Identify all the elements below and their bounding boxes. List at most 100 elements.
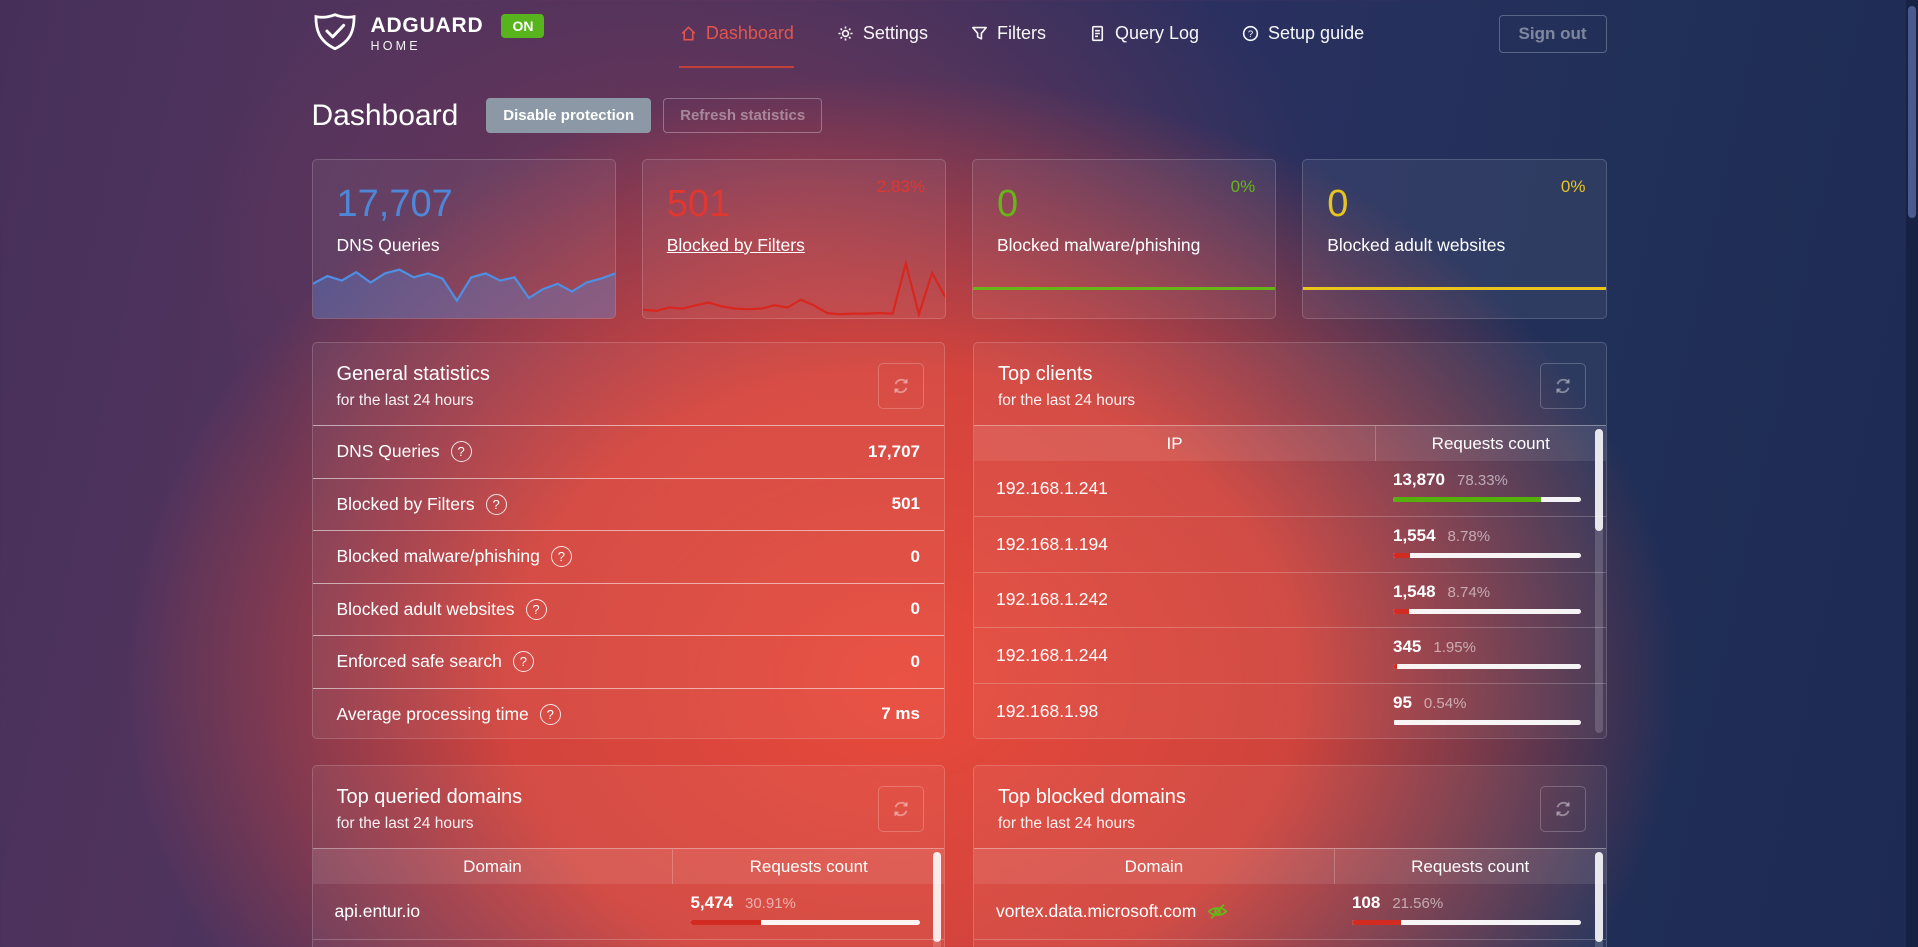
client-row: 192.168.1.98 95 0.54%	[974, 684, 1606, 738]
nav-label: Query Log	[1114, 22, 1200, 43]
request-percent: 78.33%	[1457, 472, 1508, 489]
panel-scrollbar[interactable]	[1594, 852, 1603, 947]
panel-header: Top queried domains for the last 24 hour…	[313, 766, 945, 848]
table-header: Domain Requests count	[974, 848, 1606, 884]
progress-bar	[1393, 664, 1582, 670]
stat-row: Average processing time? 7 ms	[312, 687, 944, 739]
progress-bar	[1393, 608, 1582, 614]
dashboard-page: Dashboard Disable protection Refresh sta…	[311, 98, 1607, 947]
scrollbar-thumb[interactable]	[1908, 6, 1916, 218]
card-value: 0	[1327, 183, 1349, 225]
panel-scrollbar[interactable]	[1594, 429, 1603, 733]
card-value: 0	[997, 183, 1019, 225]
blocked-filters-sparkline	[643, 256, 945, 318]
progress-bar	[1393, 552, 1582, 558]
request-percent: 8.78%	[1447, 527, 1491, 545]
panel-header: General statistics for the last 24 hours	[313, 343, 945, 425]
panel-header: Top clients for the last 24 hours	[974, 343, 1606, 425]
stat-label: Blocked malware/phishing	[336, 546, 540, 567]
table-header: Domain Requests count	[312, 848, 944, 884]
disable-protection-button[interactable]: Disable protection	[486, 98, 652, 133]
column-header-ip: IP	[1166, 433, 1183, 453]
nav-menu: Dashboard Settings Filters Query Log	[544, 0, 1498, 68]
panel-scrollbar[interactable]	[933, 852, 941, 947]
progress-bar	[1351, 920, 1582, 925]
panel-title: Top blocked domains	[998, 786, 1186, 808]
brand-sub: HOME	[370, 39, 421, 54]
request-count: 1,548	[1393, 581, 1436, 601]
stat-label: Blocked adult websites	[336, 598, 515, 619]
top-clients-panel: Top clients for the last 24 hours IP Req…	[973, 342, 1607, 739]
shield-logo-icon	[314, 13, 355, 51]
panel-refresh-button[interactable]	[1539, 786, 1586, 832]
refresh-statistics-button[interactable]: Refresh statistics	[663, 98, 823, 133]
stat-row: Enforced safe search? 0	[312, 635, 944, 688]
nav-item-query-log[interactable]: Query Log	[1088, 0, 1199, 68]
request-percent: 30.91%	[745, 895, 796, 912]
scrollbar-thumb[interactable]	[1594, 852, 1603, 942]
progress-bar	[1393, 720, 1582, 726]
stat-value: 17,707	[868, 441, 920, 461]
adguard-logo: ADGUARD HOME ON	[312, 11, 545, 57]
help-icon[interactable]: ?	[539, 703, 561, 725]
nav-label: Settings	[862, 22, 928, 43]
help-icon[interactable]: ?	[550, 546, 572, 568]
brand-name: ADGUARD	[370, 14, 484, 38]
panel-refresh-button[interactable]	[878, 786, 924, 832]
nav-item-filters[interactable]: Filters	[970, 0, 1046, 68]
blocked-by-filters-link[interactable]: Blocked by Filters	[666, 234, 805, 255]
client-ip[interactable]: 192.168.1.244	[996, 645, 1108, 666]
request-percent: 1.95%	[1433, 639, 1476, 657]
general-statistics-panel: General statistics for the last 24 hours…	[311, 342, 945, 739]
panel-subtitle: for the last 24 hours	[336, 392, 474, 409]
stat-value: 0	[910, 546, 920, 566]
request-count: 5,474	[690, 893, 733, 912]
client-ip[interactable]: 192.168.1.241	[996, 477, 1108, 498]
eye-off-icon[interactable]	[1206, 900, 1229, 923]
panel-refresh-button[interactable]	[878, 363, 924, 409]
request-count: 95	[1393, 693, 1412, 713]
window-scrollbar[interactable]	[1906, 0, 1918, 947]
card-label: Blocked adult websites	[1327, 234, 1506, 255]
nav-item-settings[interactable]: Settings	[836, 0, 928, 68]
sign-out-button[interactable]: Sign out	[1498, 15, 1607, 53]
help-icon[interactable]: ?	[485, 493, 507, 515]
stat-label: DNS Queries	[336, 441, 440, 462]
client-ip[interactable]: 192.168.1.194	[996, 533, 1108, 554]
stat-value: 0	[910, 599, 920, 619]
help-icon[interactable]: ?	[450, 441, 472, 463]
panel-title: Top queried domains	[336, 786, 523, 808]
scrollbar-thumb[interactable]	[1594, 429, 1603, 531]
help-icon[interactable]: ?	[512, 651, 534, 673]
domain-name[interactable]: api.entur.io	[334, 901, 421, 921]
refresh-icon	[1555, 378, 1570, 394]
nav-label: Dashboard	[705, 22, 794, 43]
funnel-icon	[971, 26, 987, 40]
nav-item-dashboard[interactable]: Dashboard	[678, 0, 794, 68]
protection-status-badge: ON	[501, 14, 545, 38]
client-row: 192.168.1.241 13,870 78.33%	[974, 461, 1606, 517]
panel-title: General statistics	[336, 363, 490, 385]
stat-label: Enforced safe search	[336, 651, 502, 672]
panel-refresh-button[interactable]	[1539, 363, 1586, 409]
domain-row: api.entur.io 5,474 30.91%	[312, 884, 944, 940]
nav-item-setup-guide[interactable]: ? Setup guide	[1241, 0, 1364, 68]
home-icon	[681, 25, 696, 40]
nav-label: Filters	[996, 22, 1046, 43]
scrollbar-thumb[interactable]	[933, 852, 941, 942]
adult-flatline	[1303, 287, 1606, 290]
progress-bar	[1393, 497, 1582, 502]
client-ip[interactable]: 192.168.1.98	[996, 701, 1099, 722]
domain-name[interactable]: vortex.data.microsoft.com	[996, 901, 1197, 921]
card-percent: 0%	[1560, 177, 1586, 196]
request-count: 108	[1351, 893, 1381, 912]
column-header-requests: Requests count	[1375, 426, 1605, 461]
help-icon[interactable]: ?	[525, 598, 547, 620]
column-header-requests: Requests count	[672, 849, 944, 884]
client-ip[interactable]: 192.168.1.242	[996, 589, 1108, 610]
card-blocked-by-filters: 2.83% 501 Blocked by Filters	[641, 159, 946, 319]
document-icon	[1091, 25, 1104, 41]
page-title: Dashboard	[311, 98, 459, 132]
panel-subtitle: for the last 24 hours	[336, 815, 474, 832]
column-header-domain: Domain	[463, 856, 522, 876]
